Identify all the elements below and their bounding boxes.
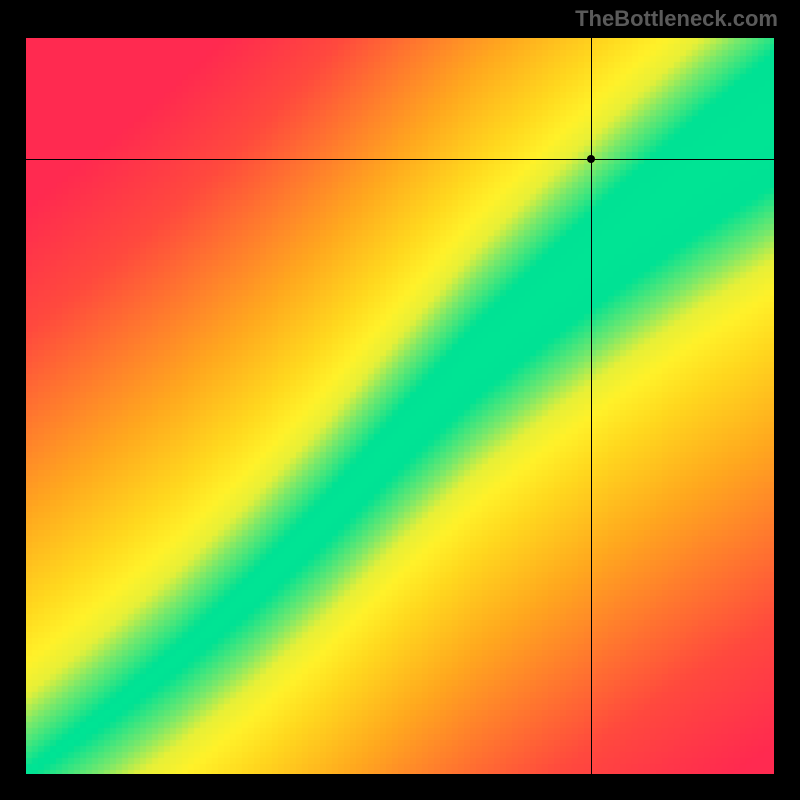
crosshair-horizontal bbox=[26, 159, 774, 160]
bottleneck-heatmap bbox=[26, 38, 774, 774]
crosshair-vertical bbox=[591, 38, 592, 774]
watermark-text: TheBottleneck.com bbox=[575, 6, 778, 32]
crosshair-point bbox=[587, 155, 595, 163]
heatmap-canvas bbox=[26, 38, 774, 774]
